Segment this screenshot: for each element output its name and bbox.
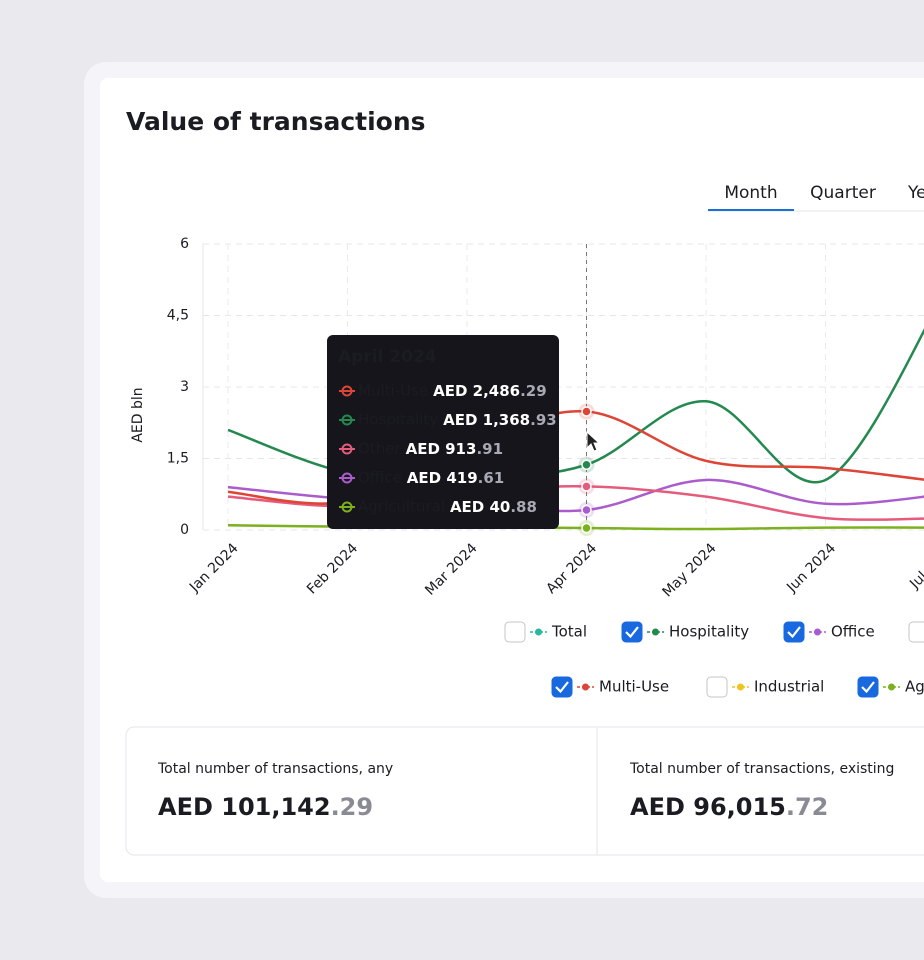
tooltip-icon-dot bbox=[341, 443, 353, 455]
tooltip-value: AED 40.88 bbox=[450, 498, 537, 516]
tooltip-value: AED 1,368.93 bbox=[443, 411, 557, 429]
y-tick-label: 1,5 bbox=[167, 451, 189, 467]
tab[interactable]: Month bbox=[724, 183, 777, 203]
y-tick-label: 4,5 bbox=[167, 308, 189, 324]
legend-check bbox=[861, 681, 875, 694]
legend-checkbox[interactable] bbox=[857, 676, 879, 698]
point bbox=[581, 522, 592, 534]
stat-value: AED 96,015.72 bbox=[630, 793, 828, 821]
legend-checkbox[interactable] bbox=[504, 621, 526, 643]
legend-icon-dot bbox=[582, 683, 589, 691]
tooltip bbox=[327, 335, 559, 529]
point bbox=[581, 406, 592, 417]
stats: Total number of transactions, any AED 101… bbox=[157, 761, 894, 821]
stats-box bbox=[125, 726, 924, 856]
cursor bbox=[586, 430, 601, 452]
tooltip-name: Other bbox=[358, 440, 401, 458]
y-tick-label: 6 bbox=[180, 236, 189, 252]
point bbox=[581, 459, 592, 470]
legend-icon-dot bbox=[535, 628, 542, 636]
tooltip-icon-dot bbox=[341, 472, 353, 484]
legend-icon-dot bbox=[814, 628, 821, 636]
y-tick-label: 3 bbox=[180, 379, 189, 395]
tooltip-name: Multi-Use bbox=[358, 382, 428, 400]
tooltip-title: April 2024 bbox=[338, 347, 437, 367]
legend-label[interactable]: Office bbox=[831, 623, 875, 641]
stat-label: Total number of transactions, any bbox=[157, 761, 393, 777]
stat-label: Total number of transactions, existing bbox=[629, 761, 894, 777]
tab[interactable]: Year bbox=[907, 183, 924, 203]
tooltip-icon-dot bbox=[341, 385, 353, 397]
legend-check bbox=[787, 626, 801, 639]
legend-label[interactable]: Total bbox=[551, 623, 587, 641]
legend-label[interactable]: Industrial bbox=[754, 678, 824, 696]
title: Value of transactions bbox=[126, 107, 426, 136]
legend-label[interactable]: Agricultural bbox=[905, 678, 924, 696]
tab[interactable]: Quarter bbox=[810, 183, 876, 203]
legend-checkbox[interactable] bbox=[706, 676, 728, 698]
legend-icon-dot bbox=[652, 628, 659, 636]
legend-checkbox[interactable] bbox=[551, 676, 573, 698]
legend-icon-dot bbox=[737, 683, 744, 691]
tooltip-name: Agricultural bbox=[358, 498, 445, 516]
tooltip-value: AED 2,486.29 bbox=[433, 382, 547, 400]
tooltip-value: AED 913.91 bbox=[406, 440, 503, 458]
legend-checkbox[interactable] bbox=[621, 621, 643, 643]
legend-label[interactable]: Hospitality bbox=[669, 623, 749, 641]
tooltip-name: Office bbox=[358, 469, 402, 487]
checkbox[interactable] bbox=[908, 621, 924, 643]
legend-check bbox=[625, 626, 639, 639]
legend-check bbox=[555, 681, 569, 694]
tooltip-name: Hospitality bbox=[358, 411, 438, 429]
point bbox=[581, 504, 592, 516]
tabs: Month Quarter Year bbox=[708, 183, 924, 211]
tab-underline bbox=[708, 209, 794, 211]
y-tick-label: 0 bbox=[180, 522, 189, 538]
tooltip-value: AED 419.61 bbox=[407, 469, 504, 487]
y-axis-label: AED bln bbox=[130, 387, 146, 442]
legend-label[interactable]: Multi-Use bbox=[599, 678, 669, 696]
tooltip-icon-dot bbox=[341, 501, 353, 513]
legend-icon-dot bbox=[888, 683, 895, 691]
point bbox=[581, 481, 592, 492]
legend-checkbox[interactable] bbox=[783, 621, 805, 643]
stat-value: AED 101,142.29 bbox=[158, 793, 373, 821]
tooltip-icon-dot bbox=[341, 414, 353, 426]
